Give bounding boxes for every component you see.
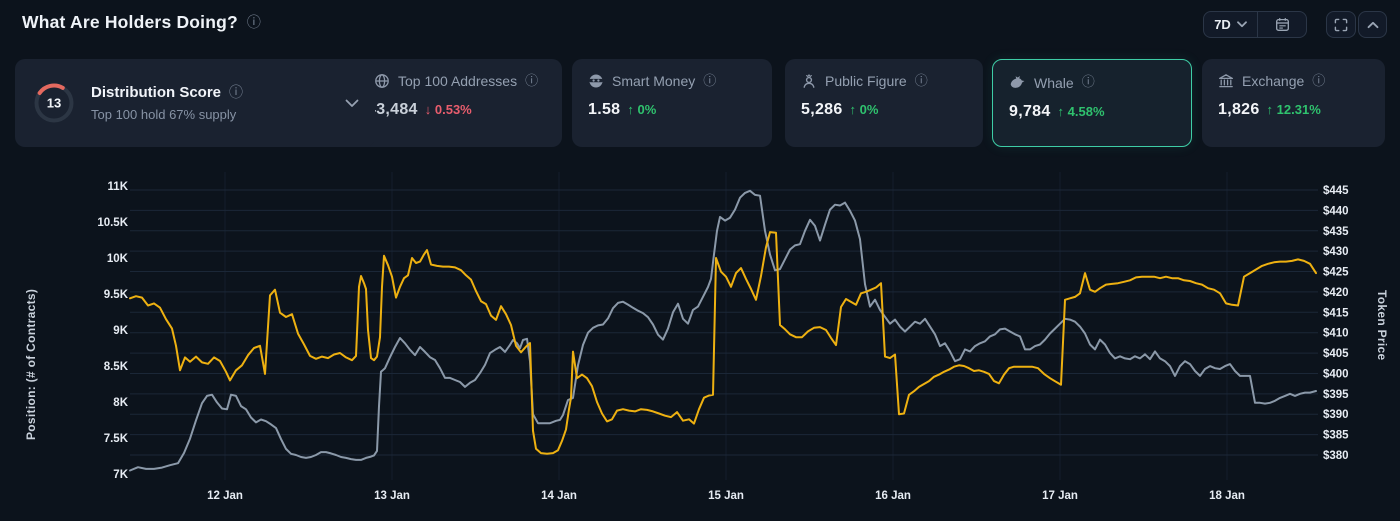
info-icon[interactable]: ⓘ (1312, 73, 1326, 89)
person-crown-icon (801, 73, 817, 89)
title-info-icon[interactable]: ⓘ (246, 14, 261, 31)
divider (1257, 12, 1258, 37)
bank-icon (1218, 73, 1234, 89)
stat-card-label: Exchange (1242, 73, 1305, 89)
x-axis-tick: 13 Jan (374, 490, 410, 502)
right-axis-tick: $385 (1323, 430, 1349, 442)
globe-icon (374, 73, 390, 89)
fullscreen-icon (1334, 18, 1348, 31)
info-icon[interactable]: ⓘ (914, 73, 928, 89)
position-line (129, 231, 1317, 455)
stat-card-values: 5,286 ↑ 0% (801, 101, 967, 119)
calendar-button[interactable] (1258, 12, 1306, 37)
whale-icon (1009, 74, 1026, 91)
stat-card-value: 43,484 (367, 101, 418, 118)
right-axis-title: Token Price (1375, 290, 1389, 361)
timeframe-dropdown[interactable]: 7D (1204, 12, 1257, 37)
stat-card-smart-money[interactable]: Smart Money ⓘ 1.58 ↑ 0% (572, 59, 772, 147)
stat-card-exchange[interactable]: Exchange ⓘ 1,826 ↑ 12.31% (1202, 59, 1385, 147)
left-axis-tick: 10K (107, 253, 129, 265)
stat-card-value: 9,784 (1009, 103, 1051, 120)
stat-card-header: Smart Money ⓘ (588, 73, 756, 89)
right-axis-tick: $410 (1323, 328, 1349, 340)
chevron-down-icon[interactable] (345, 99, 359, 108)
right-axis-tick: $430 (1323, 246, 1349, 258)
stat-card-whale[interactable]: Whale ⓘ 9,784 ↑ 4.58% (992, 59, 1192, 147)
x-axis-tick: 14 Jan (541, 490, 577, 502)
x-axis-tick: 16 Jan (875, 490, 911, 502)
right-axis-tick: $405 (1323, 348, 1349, 360)
chevron-up-icon (1367, 21, 1378, 28)
right-axis-tick: $395 (1323, 389, 1349, 401)
info-icon[interactable]: ⓘ (703, 73, 717, 89)
right-axis-tick: $400 (1323, 368, 1349, 380)
timeframe-group: 7D (1203, 11, 1307, 38)
stat-card-values: 1,826 ↑ 12.31% (1218, 101, 1369, 119)
stat-card-value: 1,826 (1218, 101, 1260, 118)
stat-card-header: Exchange ⓘ (1218, 73, 1369, 89)
stat-card-label: Whale (1034, 74, 1074, 91)
x-axis-tick: 15 Jan (708, 490, 744, 502)
stat-card-label: Top 100 Addresses (398, 73, 518, 89)
stat-card-header: Public Figure ⓘ (801, 73, 967, 89)
right-axis-tick: $440 (1323, 205, 1349, 217)
stat-card-change: ↓ 0.53% (424, 102, 472, 117)
right-axis-tick: $390 (1323, 409, 1349, 421)
stat-card-top-100-addresses[interactable]: Top 100 Addresses ⓘ 43,484 ↓ 0.53% (356, 59, 562, 147)
fullscreen-button[interactable] (1326, 11, 1356, 38)
left-axis-title: Position: (# of Contracts) (24, 288, 38, 440)
right-axis-tick: $380 (1323, 450, 1349, 462)
distribution-score-gauge: 13 (34, 83, 74, 123)
page-title: What Are Holders Doing? (22, 12, 238, 32)
x-axis-tick: 12 Jan (207, 490, 243, 502)
left-axis-tick: 8K (113, 397, 128, 409)
stat-card-value: 1.58 (588, 101, 621, 118)
left-axis-tick: 9K (113, 325, 128, 337)
x-axis-tick: 18 Jan (1209, 490, 1245, 502)
x-axis-tick: 17 Jan (1042, 490, 1078, 502)
right-axis-tick: $445 (1323, 185, 1349, 197)
calendar-icon (1275, 18, 1289, 31)
right-axis-tick: $425 (1323, 267, 1349, 279)
stat-card-label: Public Figure (825, 73, 907, 89)
distribution-score-value: 13 (47, 96, 61, 111)
info-icon[interactable]: ⓘ (525, 73, 539, 89)
stat-card-values: 43,484 ↓ 0.53% (367, 101, 546, 119)
distribution-text: Distribution Score ⓘ Top 100 hold 67% su… (91, 84, 243, 122)
stat-card-public-figure[interactable]: Public Figure ⓘ 5,286 ↑ 0% (785, 59, 983, 147)
stat-card-header: Top 100 Addresses ⓘ (374, 73, 546, 89)
info-icon[interactable]: ⓘ (229, 84, 244, 101)
left-axis-tick: 7.5K (104, 433, 129, 445)
stat-card-label: Smart Money (612, 73, 696, 89)
stat-card-value: 5,286 (801, 101, 843, 118)
left-axis-tick: 10.5K (97, 217, 128, 229)
distribution-score-card[interactable]: 13 Distribution Score ⓘ Top 100 hold 67%… (15, 59, 375, 147)
stat-card-change: ↑ 0% (849, 102, 879, 117)
stat-card-change: ↑ 0% (627, 102, 657, 117)
incognito-icon (588, 73, 604, 89)
stat-card-change: ↑ 4.58% (1057, 104, 1105, 119)
panel-header: What Are Holders Doing? ⓘ (22, 12, 261, 33)
chevron-down-icon (1236, 21, 1247, 28)
info-icon[interactable]: ⓘ (1081, 75, 1095, 90)
left-axis-tick: 11K (108, 181, 129, 193)
distribution-title: Distribution Score (91, 84, 222, 101)
left-axis-tick: 7K (113, 469, 128, 481)
left-axis-tick: 9.5K (104, 289, 129, 301)
stat-card-values: 1.58 ↑ 0% (588, 101, 756, 119)
collapse-button[interactable] (1358, 11, 1387, 38)
right-axis-tick: $420 (1323, 287, 1349, 299)
stat-card-header: Whale ⓘ (1009, 74, 1175, 91)
right-axis-tick: $435 (1323, 226, 1349, 238)
price-line (129, 189, 1317, 472)
timeframe-value: 7D (1214, 17, 1231, 32)
stat-card-values: 9,784 ↑ 4.58% (1009, 103, 1175, 121)
stat-card-change: ↑ 12.31% (1266, 102, 1321, 117)
distribution-subtitle: Top 100 hold 67% supply (91, 107, 237, 122)
left-axis-tick: 8.5K (104, 361, 129, 373)
right-axis-tick: $415 (1323, 307, 1349, 319)
